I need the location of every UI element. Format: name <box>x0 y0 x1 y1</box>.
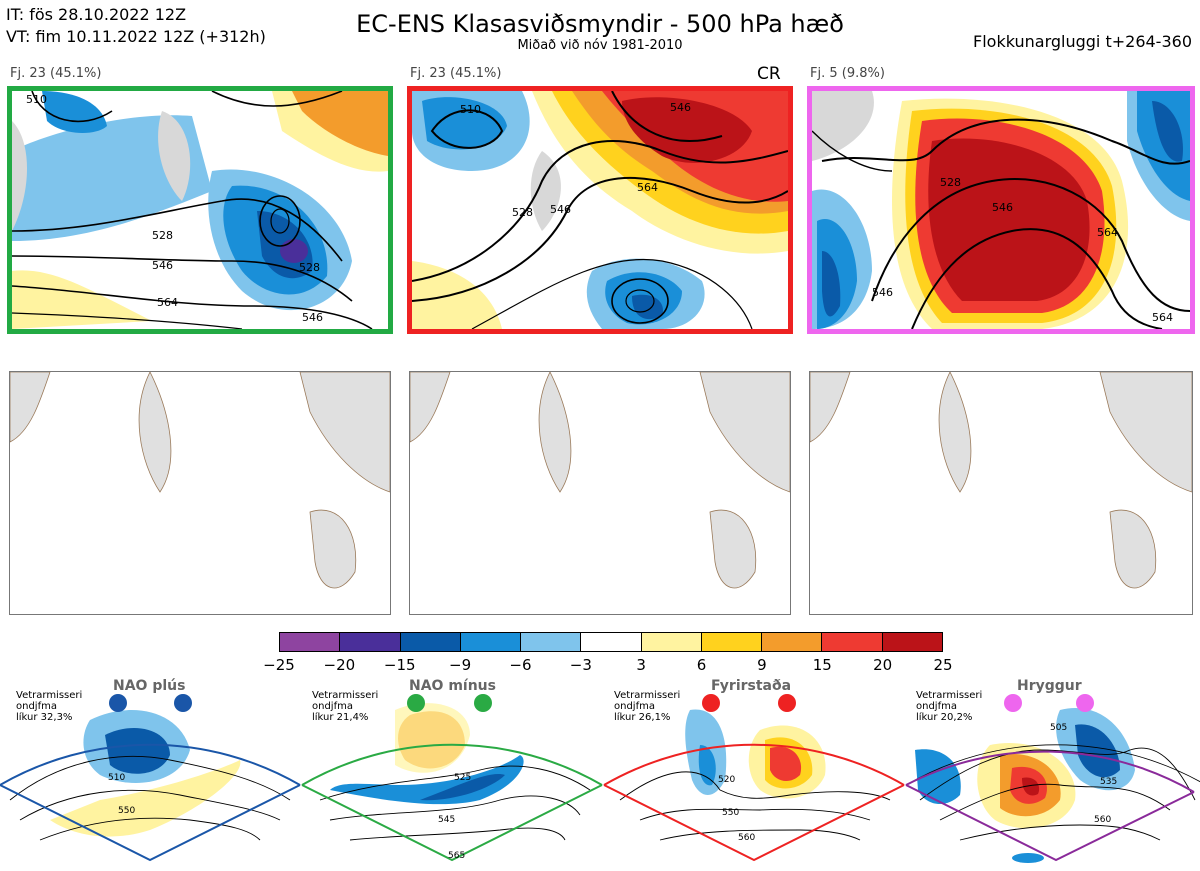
colorbar-tick-label: −3 <box>569 656 592 674</box>
colorbar-swatch <box>581 633 642 651</box>
regime-4-title: Hryggur <box>1017 678 1082 694</box>
contour-label: 546 <box>670 101 691 114</box>
colorbar-tick-label: 3 <box>636 656 646 674</box>
colorbar-tick-label: −25 <box>263 656 295 674</box>
colorbar-tick-label: 25 <box>933 656 953 674</box>
colorbar-tick-label: −15 <box>383 656 416 674</box>
colorbar-tick-label: −20 <box>323 656 356 674</box>
regime-1-note: Vetrarmisseri ondjfma líkur 32,3% <box>16 690 83 723</box>
regime-1-contour-label: 550 <box>118 806 135 816</box>
cluster-map-1: 510 528 546 564 546 528 <box>7 86 393 334</box>
regime-2-contour-label: 545 <box>438 815 455 825</box>
contour-label: 546 <box>302 311 323 324</box>
contour-label: 564 <box>1097 226 1118 239</box>
regime-4-note: Vetrarmisseri ondjfma líkur 20,2% <box>916 690 983 723</box>
regime-3-contour-label: 550 <box>722 808 739 818</box>
colorbar-tick-label: −6 <box>509 656 532 674</box>
page-subtitle: Miðað við nóv 1981-2010 <box>517 38 683 53</box>
colorbar-tick-label: −9 <box>449 656 472 674</box>
colorbar-tick-label: 6 <box>696 656 707 674</box>
colorbar-swatch <box>822 633 883 651</box>
regime-3-note: Vetrarmisseri ondjfma líkur 26,1% <box>614 690 681 723</box>
contour-label: 528 <box>299 261 320 274</box>
contour-label: 528 <box>940 176 961 189</box>
regime-1-contour-label: 510 <box>108 773 125 783</box>
regime-2-note: Vetrarmisseri ondjfma líkur 21,4% <box>312 690 379 723</box>
cluster-map-2: 510 528 546 564 546 <box>407 86 793 334</box>
regime-3-contour-label: 560 <box>738 833 755 843</box>
contour-label: 528 <box>512 206 533 219</box>
contour-label: 528 <box>152 229 173 242</box>
colorbar-swatch <box>460 633 522 651</box>
regime-4-map: 505 535 560 <box>905 694 1200 863</box>
contour-label: 510 <box>26 93 47 106</box>
contour-label: 564 <box>1152 311 1173 324</box>
panel-2-tag: CR <box>757 64 781 84</box>
contour-label: 564 <box>157 296 178 309</box>
cluster-map-2-svg: 510 528 546 564 546 <box>412 91 788 329</box>
regime-3-map: 520 550 560 <box>603 694 905 862</box>
contour-label: 564 <box>637 181 658 194</box>
regime-4-contour-label: 535 <box>1100 777 1117 787</box>
cluster-map-1-svg: 510 528 546 564 546 528 <box>12 91 388 329</box>
contour-label: 546 <box>152 259 173 272</box>
regime-4-contour-label: 505 <box>1050 723 1067 733</box>
regime-4-contour-label: 560 <box>1094 815 1111 825</box>
colorbar-swatch <box>762 633 823 651</box>
contour-label: 546 <box>872 286 893 299</box>
colorbar-swatch <box>400 633 461 651</box>
colorbar-swatch <box>340 633 401 651</box>
header-times: IT: fös 28.10.2022 12Z VT: fim 10.11.202… <box>6 4 266 48</box>
regime-2-title: NAO mínus <box>409 678 496 694</box>
colorbar <box>279 632 943 652</box>
contour-label: 510 <box>460 103 481 116</box>
colorbar-swatch <box>641 633 702 651</box>
init-time: IT: fös 28.10.2022 12Z <box>6 5 187 24</box>
contour-label: 546 <box>992 201 1013 214</box>
regime-3-contour-label: 520 <box>718 775 735 785</box>
colorbar-swatch <box>521 633 582 651</box>
panel-2-label: Fj. 23 (45.1%) <box>410 66 502 81</box>
regime-2-contour-label: 525 <box>454 773 471 783</box>
empty-basemap-1 <box>9 371 391 615</box>
cluster-map-3-svg: 528 546 564 546 564 <box>812 91 1190 329</box>
empty-basemap-3 <box>809 371 1193 615</box>
colorbar-tick-label: 9 <box>757 656 767 674</box>
colorbar-tick-label: 15 <box>812 656 832 674</box>
colorbar-swatch <box>882 633 942 651</box>
regime-maps: 510 550 525 545 565 520 550 5 <box>0 694 1200 863</box>
panel-3-label: Fj. 5 (9.8%) <box>810 66 885 81</box>
contour-label: 546 <box>550 203 571 216</box>
empty-basemap-2 <box>409 371 791 615</box>
cluster-map-3: 528 546 564 546 564 <box>807 86 1195 334</box>
regime-2-map: 525 545 565 <box>301 694 603 862</box>
regime-3-title: Fyrirstaða <box>711 678 792 694</box>
regime-1-map: 510 550 <box>0 694 301 862</box>
colorbar-swatch <box>701 633 763 651</box>
panel-1-label: Fj. 23 (45.1%) <box>10 66 102 81</box>
classification-window: Flokkunargluggi t+264-360 <box>973 32 1192 51</box>
colorbar-tick-label: 20 <box>873 656 893 674</box>
valid-time: VT: fim 10.11.2022 12Z (+312h) <box>6 27 266 46</box>
colorbar-swatch <box>280 633 341 651</box>
page-title: EC-ENS Klasasviðsmyndir - 500 hPa hæð <box>356 10 844 38</box>
regime-2-contour-label: 565 <box>448 851 465 861</box>
regime-1-title: NAO plús <box>113 678 186 694</box>
